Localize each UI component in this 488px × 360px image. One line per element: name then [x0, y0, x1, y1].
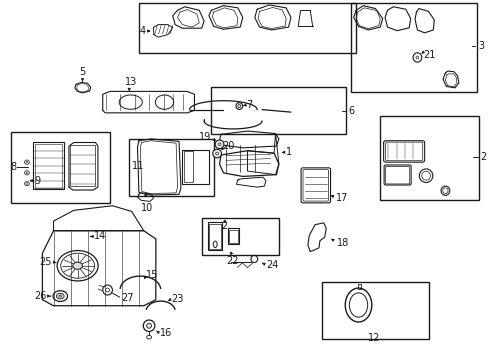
Bar: [350, 3, 476, 93]
Text: 3: 3: [477, 41, 483, 51]
Text: 23: 23: [171, 294, 183, 303]
Text: 16: 16: [160, 328, 172, 338]
Ellipse shape: [236, 103, 242, 109]
Text: 1: 1: [285, 147, 292, 157]
Text: 7: 7: [246, 100, 252, 110]
Text: 26: 26: [34, 291, 46, 301]
Text: 25: 25: [39, 257, 51, 267]
Bar: [11, 132, 110, 203]
Text: 4: 4: [139, 26, 145, 36]
Text: 22: 22: [226, 256, 238, 266]
Text: 14: 14: [94, 231, 106, 242]
Text: 8: 8: [10, 162, 16, 172]
Text: 2: 2: [221, 221, 227, 231]
Text: 27: 27: [121, 293, 133, 303]
Text: 19: 19: [199, 132, 211, 142]
Text: 12: 12: [367, 333, 380, 343]
Text: 9: 9: [34, 176, 40, 186]
Bar: [322, 282, 427, 339]
Text: 24: 24: [265, 260, 278, 270]
Text: 10: 10: [141, 203, 153, 212]
Text: 13: 13: [124, 77, 137, 87]
Bar: [211, 87, 346, 134]
Ellipse shape: [212, 149, 221, 158]
Text: 6: 6: [347, 106, 353, 116]
Text: 2: 2: [480, 152, 486, 162]
Ellipse shape: [73, 262, 82, 269]
Text: 20: 20: [222, 141, 234, 151]
Text: 18: 18: [336, 238, 348, 248]
Text: 11: 11: [131, 161, 143, 171]
Text: 15: 15: [146, 270, 158, 280]
Ellipse shape: [215, 140, 224, 149]
Ellipse shape: [146, 323, 151, 328]
Text: 21: 21: [423, 50, 435, 60]
Ellipse shape: [56, 293, 64, 299]
Bar: [201, 217, 278, 255]
Bar: [380, 116, 478, 200]
Bar: [129, 139, 213, 196]
Text: 17: 17: [336, 193, 348, 203]
Bar: [139, 3, 355, 53]
Text: 5: 5: [79, 67, 85, 77]
